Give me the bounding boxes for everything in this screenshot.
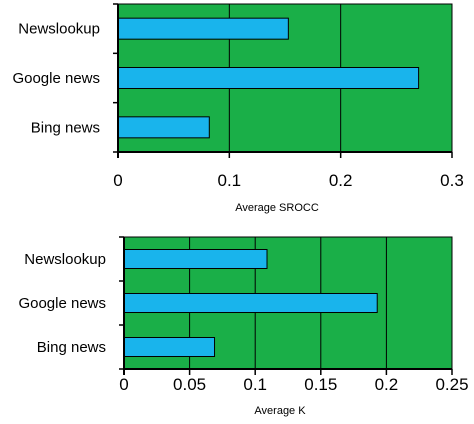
x-tick-label: 0.15 (304, 375, 337, 394)
bar-newslookup (123, 249, 268, 269)
chart-2: Newslookup Google news Bing news 0 0.05 0.1 0.… (18, 236, 469, 417)
bar-bing-news (117, 116, 210, 139)
category-label: Newslookup (18, 21, 100, 38)
x-tick-label: 0.05 (173, 375, 206, 394)
bar-google-news (117, 67, 420, 89)
x-tick-label: 0.2 (329, 171, 353, 190)
x-tick-label: 0.3 (440, 171, 464, 190)
bar-newslookup (117, 17, 289, 40)
bar-google-news (123, 293, 378, 313)
category-label: Bing news (31, 119, 100, 136)
category-label: Newslookup (24, 251, 106, 268)
x-tick-label: 0.1 (243, 375, 267, 394)
x-tick-label: 0.2 (375, 375, 399, 394)
x-tick-label: 0.25 (435, 375, 468, 394)
category-label: Google news (12, 70, 100, 87)
x-tick-label: 0 (113, 171, 122, 190)
x-axis-title: Average SROCC (235, 202, 319, 214)
bar-bing-news (123, 337, 216, 357)
x-tick-label: 0.1 (218, 171, 242, 190)
x-axis-title: Average K (254, 405, 306, 417)
category-label: Google news (18, 295, 106, 312)
chart-1: Newslookup Google news Bing news 0 0.1 0.2 0.3… (12, 3, 464, 214)
x-tick-label: 0 (119, 375, 128, 394)
category-label: Bing news (37, 339, 106, 356)
